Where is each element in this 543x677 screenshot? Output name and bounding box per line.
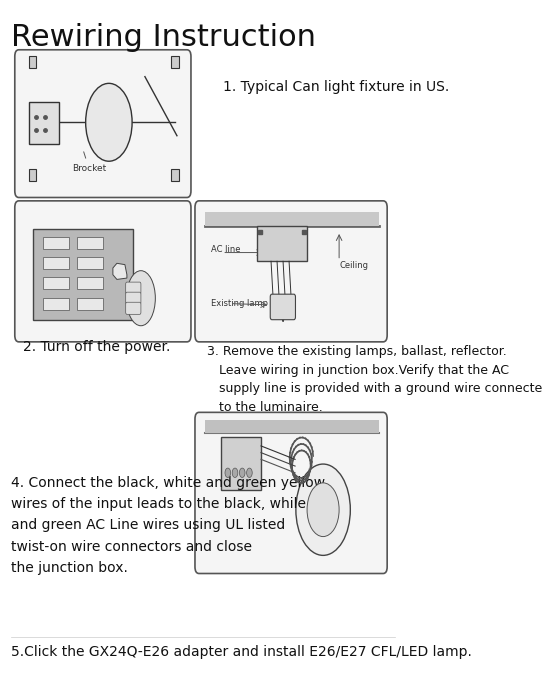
Text: Ceiling: Ceiling — [339, 261, 368, 271]
Text: 4. Connect the black, white and green yellow
wires of the input leads to the bla: 4. Connect the black, white and green ye… — [11, 476, 325, 575]
FancyBboxPatch shape — [125, 302, 141, 314]
Bar — [172, 169, 179, 181]
Circle shape — [296, 464, 350, 555]
FancyBboxPatch shape — [221, 437, 261, 489]
FancyBboxPatch shape — [43, 257, 69, 269]
Polygon shape — [113, 263, 127, 280]
Text: 3. Remove the existing lamps, ballast, reflector.
   Leave wiring in junction bo: 3. Remove the existing lamps, ballast, r… — [207, 345, 543, 414]
Bar — [205, 213, 379, 225]
Circle shape — [232, 468, 238, 477]
Text: 5.Click the GX24Q-E26 adapter and install E26/E27 CFL/LED lamp.: 5.Click the GX24Q-E26 adapter and instal… — [11, 645, 472, 659]
FancyBboxPatch shape — [43, 298, 69, 309]
FancyBboxPatch shape — [29, 102, 59, 144]
Circle shape — [86, 83, 132, 161]
Ellipse shape — [127, 271, 155, 326]
FancyBboxPatch shape — [77, 278, 103, 290]
Bar — [172, 56, 179, 68]
FancyBboxPatch shape — [270, 294, 295, 320]
Text: Existing lamp: Existing lamp — [211, 299, 268, 308]
Text: Rewiring Instruction: Rewiring Instruction — [11, 23, 316, 52]
Text: AC line: AC line — [211, 245, 241, 255]
FancyBboxPatch shape — [77, 237, 103, 249]
Circle shape — [247, 468, 252, 477]
FancyBboxPatch shape — [43, 237, 69, 249]
FancyBboxPatch shape — [33, 229, 133, 320]
FancyBboxPatch shape — [125, 292, 141, 304]
FancyBboxPatch shape — [15, 201, 191, 342]
FancyBboxPatch shape — [77, 257, 103, 269]
Circle shape — [307, 483, 339, 537]
FancyBboxPatch shape — [195, 412, 387, 573]
FancyBboxPatch shape — [125, 282, 141, 294]
Bar — [29, 56, 36, 68]
Bar — [205, 420, 379, 433]
Text: 2. Turn off the power.: 2. Turn off the power. — [23, 340, 170, 353]
FancyBboxPatch shape — [195, 201, 387, 342]
FancyBboxPatch shape — [15, 50, 191, 198]
FancyBboxPatch shape — [257, 225, 307, 261]
Text: 1. Typical Can light fixture in US.: 1. Typical Can light fixture in US. — [223, 80, 449, 93]
Circle shape — [239, 468, 245, 477]
FancyBboxPatch shape — [77, 298, 103, 309]
FancyBboxPatch shape — [43, 278, 69, 290]
Text: Brocket: Brocket — [72, 152, 106, 173]
Circle shape — [225, 468, 231, 477]
Bar — [29, 169, 36, 181]
